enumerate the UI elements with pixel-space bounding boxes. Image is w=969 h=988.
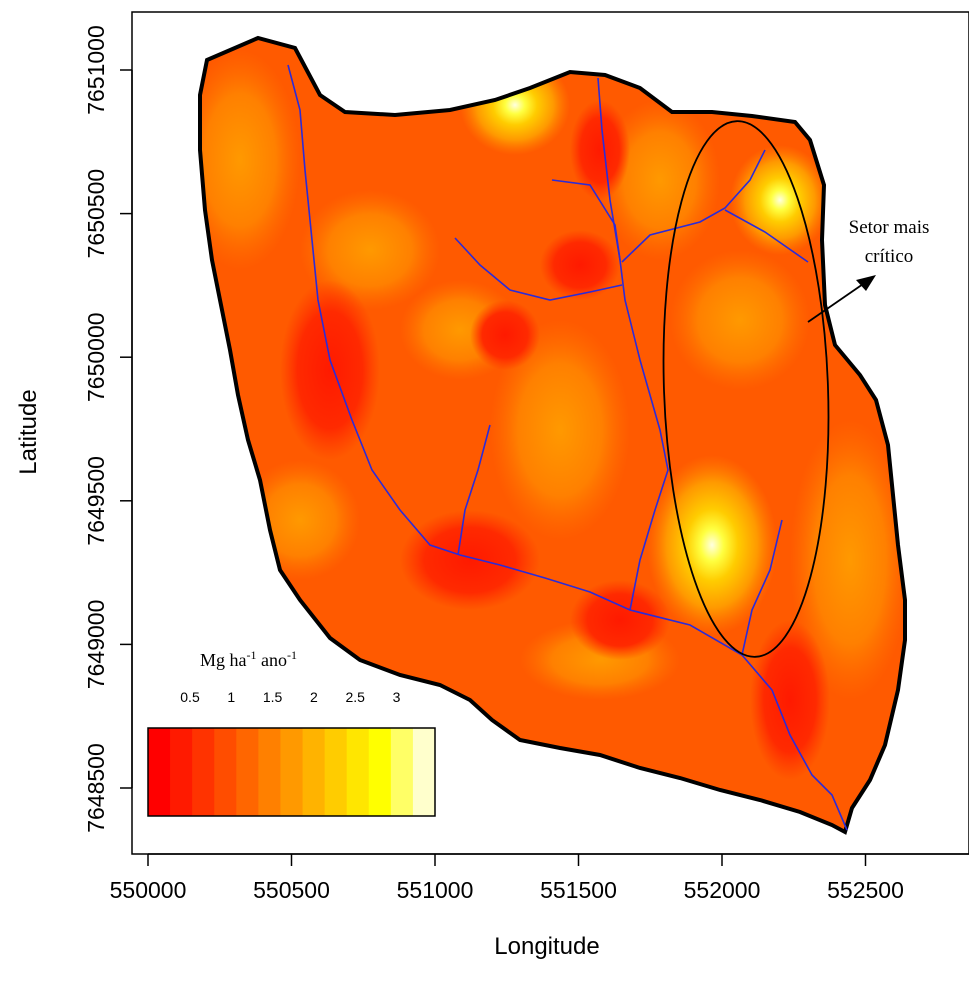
legend-color-bar xyxy=(148,728,436,816)
legend-tick-label: 2.5 xyxy=(345,689,365,705)
river-upper-branch xyxy=(597,77,669,611)
legend-tick-labels: 0.5 1 1.5 2 2.5 3 xyxy=(180,689,400,705)
x-axis-label: Longitude xyxy=(494,933,599,960)
legend: Mg ha-1 ano-1 0.5 1 1.5 2 2.5 3 xyxy=(147,648,436,817)
river-main xyxy=(287,64,848,831)
legend-tick-label: 1 xyxy=(227,689,235,705)
river-west-tributary xyxy=(454,237,623,301)
legend-color-swatch xyxy=(214,728,237,816)
y-tick-label: 7649000 xyxy=(83,600,109,690)
legend-tick-label: 0.5 xyxy=(180,689,200,705)
river-south-tributary xyxy=(741,519,783,656)
annotation-arrow xyxy=(807,275,876,323)
legend-bar-border xyxy=(147,727,436,817)
y-axis: 7651000 7650500 7650000 7649500 7649000 76485… xyxy=(83,25,133,833)
legend-color-swatch xyxy=(368,728,392,816)
legend-color-swatch xyxy=(280,728,304,816)
legend-color-swatch xyxy=(148,728,171,816)
x-tick-label: 552500 xyxy=(827,877,904,903)
legend-tick-label: 1.5 xyxy=(263,689,283,705)
river-mid-tributary xyxy=(457,424,491,556)
legend-tick-label: 2 xyxy=(310,689,318,705)
legend-color-swatch xyxy=(192,728,215,816)
legend-color-swatch xyxy=(236,728,259,816)
legend-color-swatch xyxy=(258,728,281,816)
river-north-tributary xyxy=(551,179,621,261)
legend-color-swatch xyxy=(390,728,414,816)
x-tick-label: 551500 xyxy=(540,877,617,903)
x-tick-label: 550000 xyxy=(110,877,187,903)
river-east-tributary xyxy=(724,209,809,263)
x-tick-label: 551000 xyxy=(397,877,474,903)
y-axis-label: Latitude xyxy=(15,389,42,474)
critical-sector-ellipse xyxy=(662,120,830,658)
legend-color-swatch xyxy=(302,728,326,816)
x-tick-label: 552000 xyxy=(684,877,761,903)
legend-tick-label: 3 xyxy=(393,689,401,705)
legend-color-swatch xyxy=(324,728,348,816)
y-tick-label: 7650500 xyxy=(83,169,109,259)
y-tick-label: 7649500 xyxy=(83,456,109,546)
y-tick-label: 7650000 xyxy=(83,312,109,402)
y-tick-label: 7651000 xyxy=(83,25,109,115)
x-tick-label: 550500 xyxy=(253,877,330,903)
legend-color-swatch xyxy=(170,728,193,816)
legend-color-swatch xyxy=(346,728,370,816)
annotation-line-2: crítico xyxy=(865,246,914,267)
y-tick-label: 7648500 xyxy=(83,743,109,833)
x-axis: 550000 550500 551000 551500 552000 552500 xyxy=(110,853,969,903)
legend-color-swatch xyxy=(412,728,436,816)
river-critical-tributary xyxy=(621,149,766,263)
annotation-line-1: Setor mais xyxy=(849,217,930,238)
legend-unit: Mg ha-1 ano-1 xyxy=(200,648,297,670)
river-network xyxy=(287,64,848,831)
watershed-surface xyxy=(200,38,905,832)
